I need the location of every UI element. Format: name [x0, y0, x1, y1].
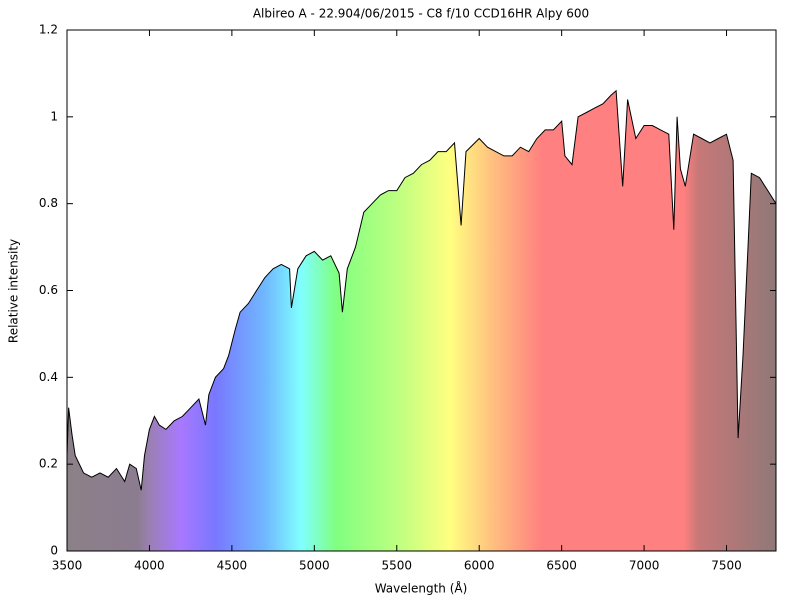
y-tick-label: 0.2	[39, 457, 58, 471]
x-axis-label: Wavelength (Å)	[375, 581, 468, 596]
spectrum-line	[66, 89, 777, 491]
y-tick-label: 1	[50, 109, 58, 123]
area-fill	[67, 90, 776, 552]
y-tick-label: 0.8	[39, 196, 58, 210]
x-tick-label: 6500	[546, 559, 577, 573]
y-tick-label: 0	[50, 544, 58, 558]
plot-area: 0 0.2 0.4 0.6 0.8 1 1.2 3500 4000 4500 5000 5500 600…	[39, 23, 777, 573]
x-tick-label: 6000	[464, 559, 495, 573]
x-tick-label: 5000	[299, 559, 330, 573]
y-tick-label: 0.4	[39, 370, 58, 384]
x-tick-label: 5500	[381, 559, 412, 573]
plot-frame	[66, 29, 777, 552]
x-tick-label: 4000	[134, 559, 165, 573]
y-tick-label: 0.6	[39, 283, 58, 297]
x-tick-label: 7500	[711, 559, 742, 573]
y-tick-label: 1.2	[39, 23, 58, 37]
x-tick-label: 7000	[629, 559, 660, 573]
x-tick-label: 3500	[52, 559, 83, 573]
y-axis-label: Relative intensity	[7, 239, 21, 343]
x-tick-label: 4500	[217, 559, 248, 573]
chart-title: Albireo A - 22.904/06/2015 - C8 f/10 CCD…	[253, 7, 589, 21]
